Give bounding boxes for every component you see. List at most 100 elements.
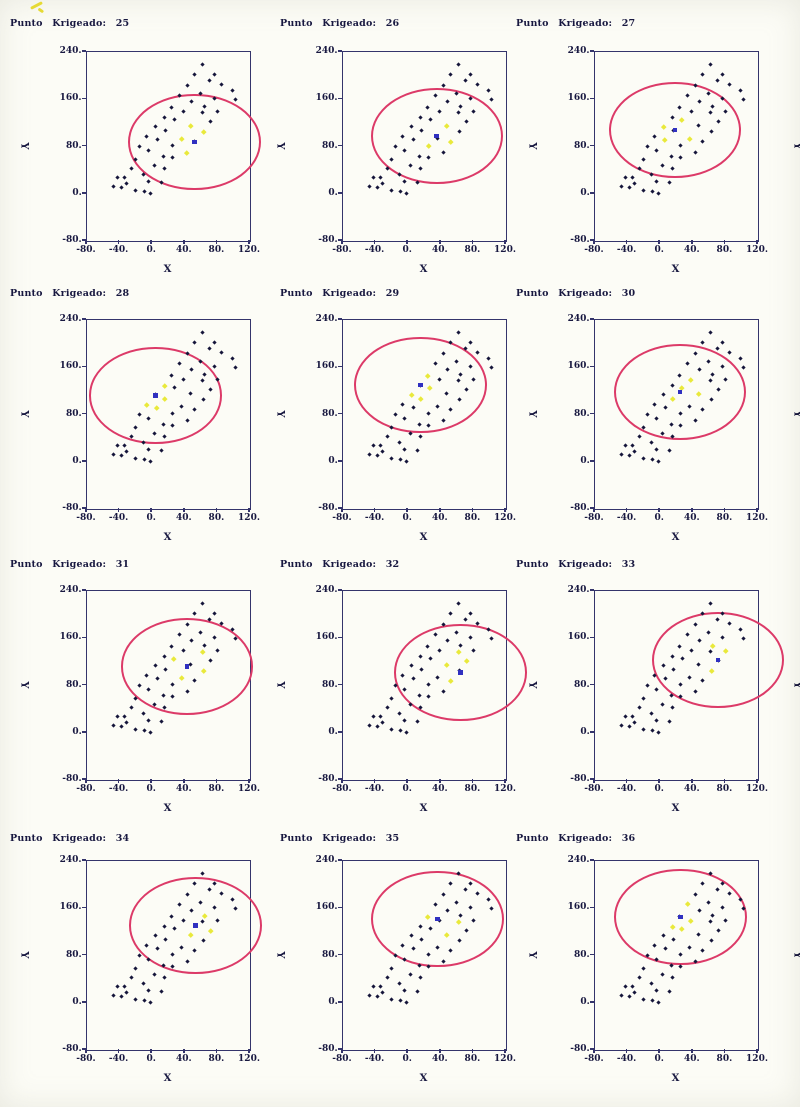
plot-box [342,51,507,242]
sample-point [641,997,647,1002]
x-tick-mark [658,508,660,512]
sample-point [649,440,654,445]
sample-point [371,175,376,180]
x-tick-label: 80. [208,513,225,523]
subplot-32: Punto Krigeado: 32 240. 160. 80. 0. -80. -80. -… [267,554,533,831]
y-tick-mark [338,589,342,591]
y-tick-label: 80. [574,949,590,960]
x-tick-mark [183,508,185,512]
y-tick-label: 160. [59,902,82,913]
sample-point [738,356,743,361]
search-ellipse [370,87,503,185]
plot-title: Punto Krigeado: 27 [516,18,636,29]
sample-point [708,601,713,607]
x-tick-mark [723,240,726,244]
sample-point [641,456,647,461]
y-tick-mark [338,192,342,194]
x-tick-label: 40. [683,245,700,255]
y-tick-mark [590,859,594,861]
plot-box [342,860,507,1051]
sample-point [630,443,635,448]
x-tick-mark [406,779,408,783]
y-tick-label: -80. [570,235,590,245]
x-tick-mark [215,1049,218,1053]
plot-box [594,319,759,510]
sample-point [119,185,124,190]
sample-point [741,97,746,102]
sample-point [489,97,494,102]
next-column-y-label-clipped: Y [792,142,800,149]
x-tick-label: -80. [584,513,604,523]
sample-point [649,172,654,177]
x-tick-label: 80. [716,1054,733,1064]
sample-point [367,184,373,189]
plot-box [594,590,785,781]
y-tick-label: 160. [59,632,82,643]
sample-point [475,350,480,355]
sample-point [397,998,403,1003]
y-tick-label: 240. [567,314,590,324]
y-tick-label: 80. [66,408,82,419]
sample-point [727,82,732,87]
y-tick-label: 240. [59,314,82,324]
y-tick-label: 240. [567,855,590,865]
y-tick-label: 0. [328,996,338,1007]
x-tick-mark [723,1049,726,1053]
sample-point [715,78,720,84]
y-tick-mark [590,144,594,147]
sample-point [415,180,420,185]
sample-point [119,994,124,999]
x-tick-mark [658,240,660,244]
x-axis-label: X [419,803,428,814]
subplot-31: Punto Krigeado: 31 240. 160. 80. 0. -80. -80. -… [0,554,266,831]
x-tick-mark [248,240,250,244]
x-tick-label: 0. [146,784,156,794]
y-tick-label: -80. [570,1044,590,1054]
x-tick-mark [406,1049,408,1053]
sample-point [148,730,153,735]
sample-point [667,180,672,185]
x-tick-label: 0. [654,1054,664,1064]
plot-box [86,860,262,1051]
y-tick-mark [590,636,594,638]
x-tick-mark [117,508,120,512]
y-tick-label: 240. [315,585,338,595]
sample-point [111,184,117,189]
sample-point [463,617,468,623]
sample-point [212,72,217,77]
y-tick-mark [82,239,86,241]
y-tick-label: 0. [580,996,590,1007]
search-ellipse [613,343,746,441]
x-tick-label: 40. [431,245,448,255]
x-tick-label: 0. [146,245,156,255]
x-tick-label: 0. [402,1054,412,1064]
x-tick-label: -80. [332,513,352,523]
y-tick-mark [590,683,594,686]
krige-point [192,139,197,145]
x-tick-label: -40. [616,245,637,255]
x-tick-mark [85,1049,87,1053]
y-tick-label: 240. [315,46,338,56]
x-tick-mark [471,779,474,783]
sample-point [378,984,383,989]
sample-point [404,1000,409,1005]
sample-point [119,453,124,458]
sample-point [219,82,224,87]
sample-point [133,966,139,971]
sample-point [468,340,473,345]
plot-box [594,860,759,1051]
sample-point [700,72,705,77]
y-axis-label: Y [18,141,30,150]
y-tick-mark [338,318,342,320]
y-tick-mark [82,507,86,509]
x-tick-mark [117,1049,120,1053]
y-tick-mark [338,1001,342,1003]
x-tick-mark [406,508,408,512]
x-tick-label: 120. [238,784,260,794]
x-tick-mark [341,240,343,244]
sample-point [159,719,164,724]
y-tick-label: -80. [570,503,590,513]
sample-point [389,696,395,701]
sample-point [627,453,632,458]
sample-point [656,459,661,464]
